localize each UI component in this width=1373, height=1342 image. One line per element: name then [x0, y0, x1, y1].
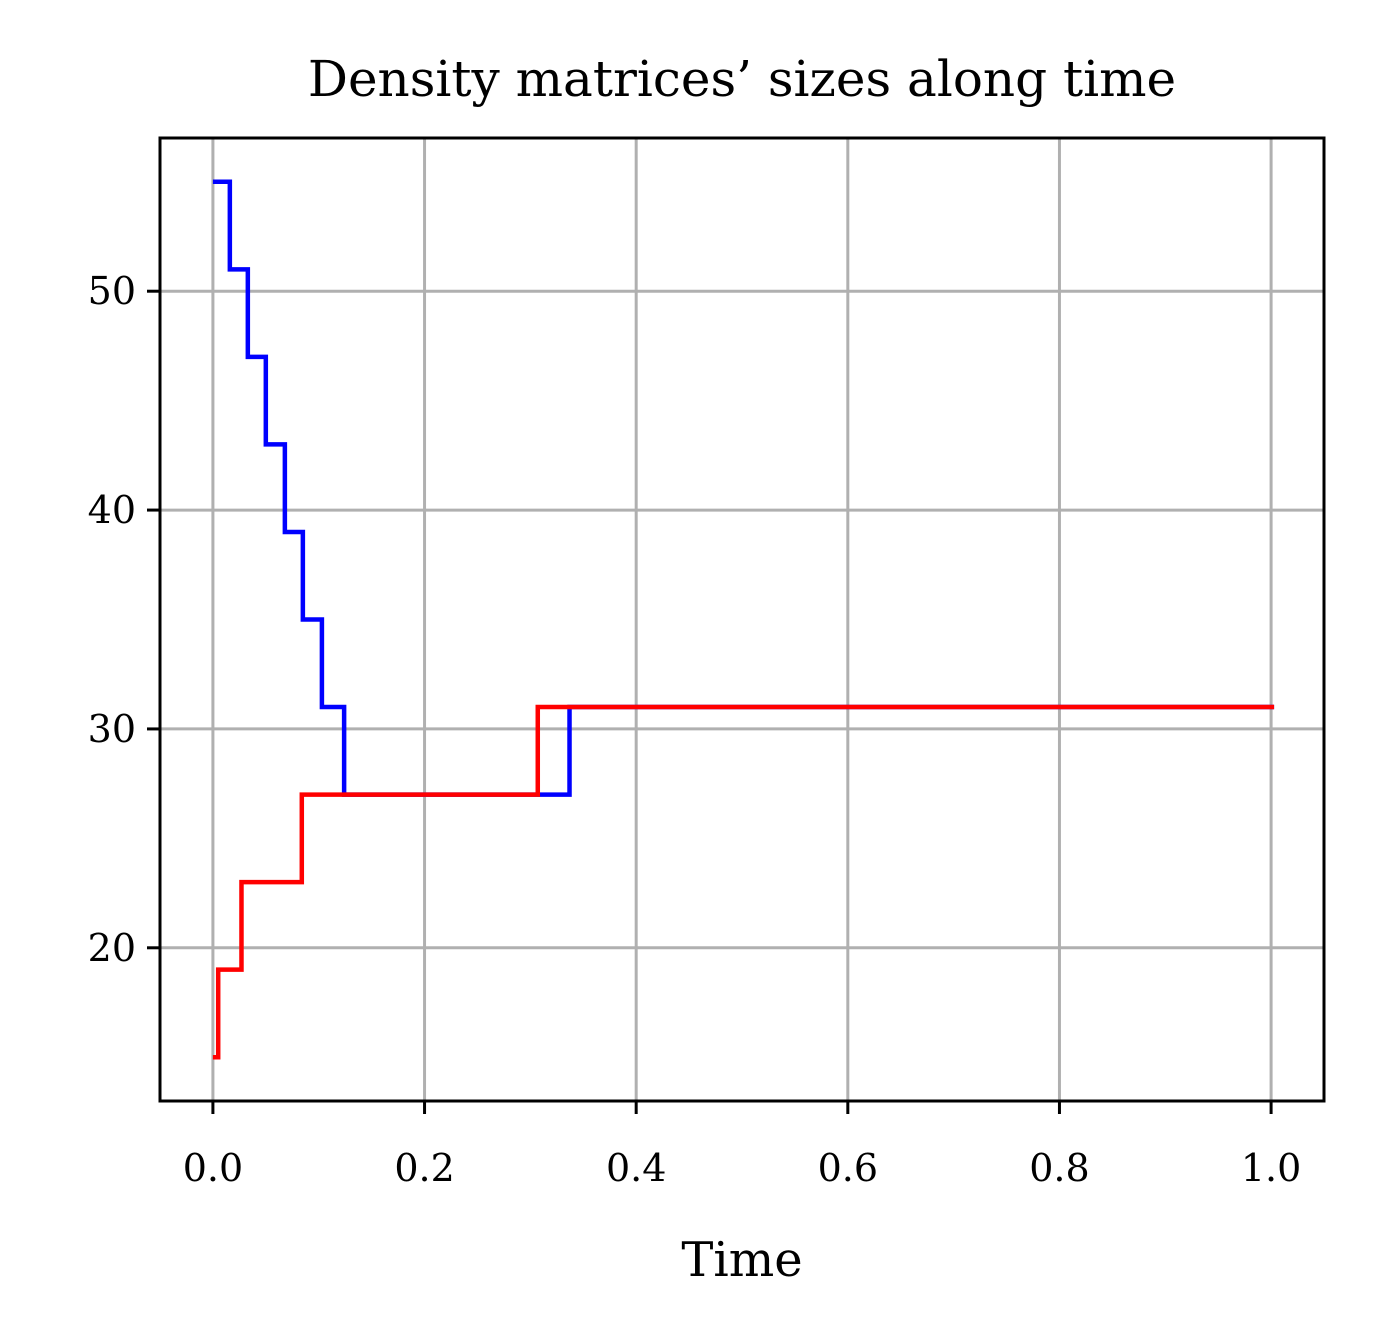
- plot-frame: [158, 136, 1326, 1103]
- x-tick-label: 0.4: [606, 1146, 666, 1190]
- y-tick-label: 30: [88, 707, 136, 751]
- series-layer: [212, 179, 1275, 1060]
- x-tick-label: 0.8: [1029, 1146, 1089, 1190]
- x-tick-label: 0.0: [183, 1146, 243, 1190]
- series-line-2: [212, 704, 1275, 1060]
- y-tick-label: 40: [88, 488, 136, 532]
- x-tick-label: 1.0: [1241, 1146, 1301, 1190]
- x-tick-label: 0.2: [394, 1146, 454, 1190]
- x-axis-label: Time: [681, 1232, 802, 1288]
- y-tick-label: 50: [88, 269, 136, 313]
- y-tick-label: 20: [88, 926, 136, 970]
- chart-title: Density matrices’ sizes along time: [308, 50, 1176, 108]
- x-tick-label: 0.6: [818, 1146, 878, 1190]
- grid: [160, 138, 1324, 1101]
- ticks: 0.0 0.2 0.4 0.6 0.8 1.0 20 30 40 50: [88, 269, 1302, 1190]
- series-line-1: [212, 179, 1275, 797]
